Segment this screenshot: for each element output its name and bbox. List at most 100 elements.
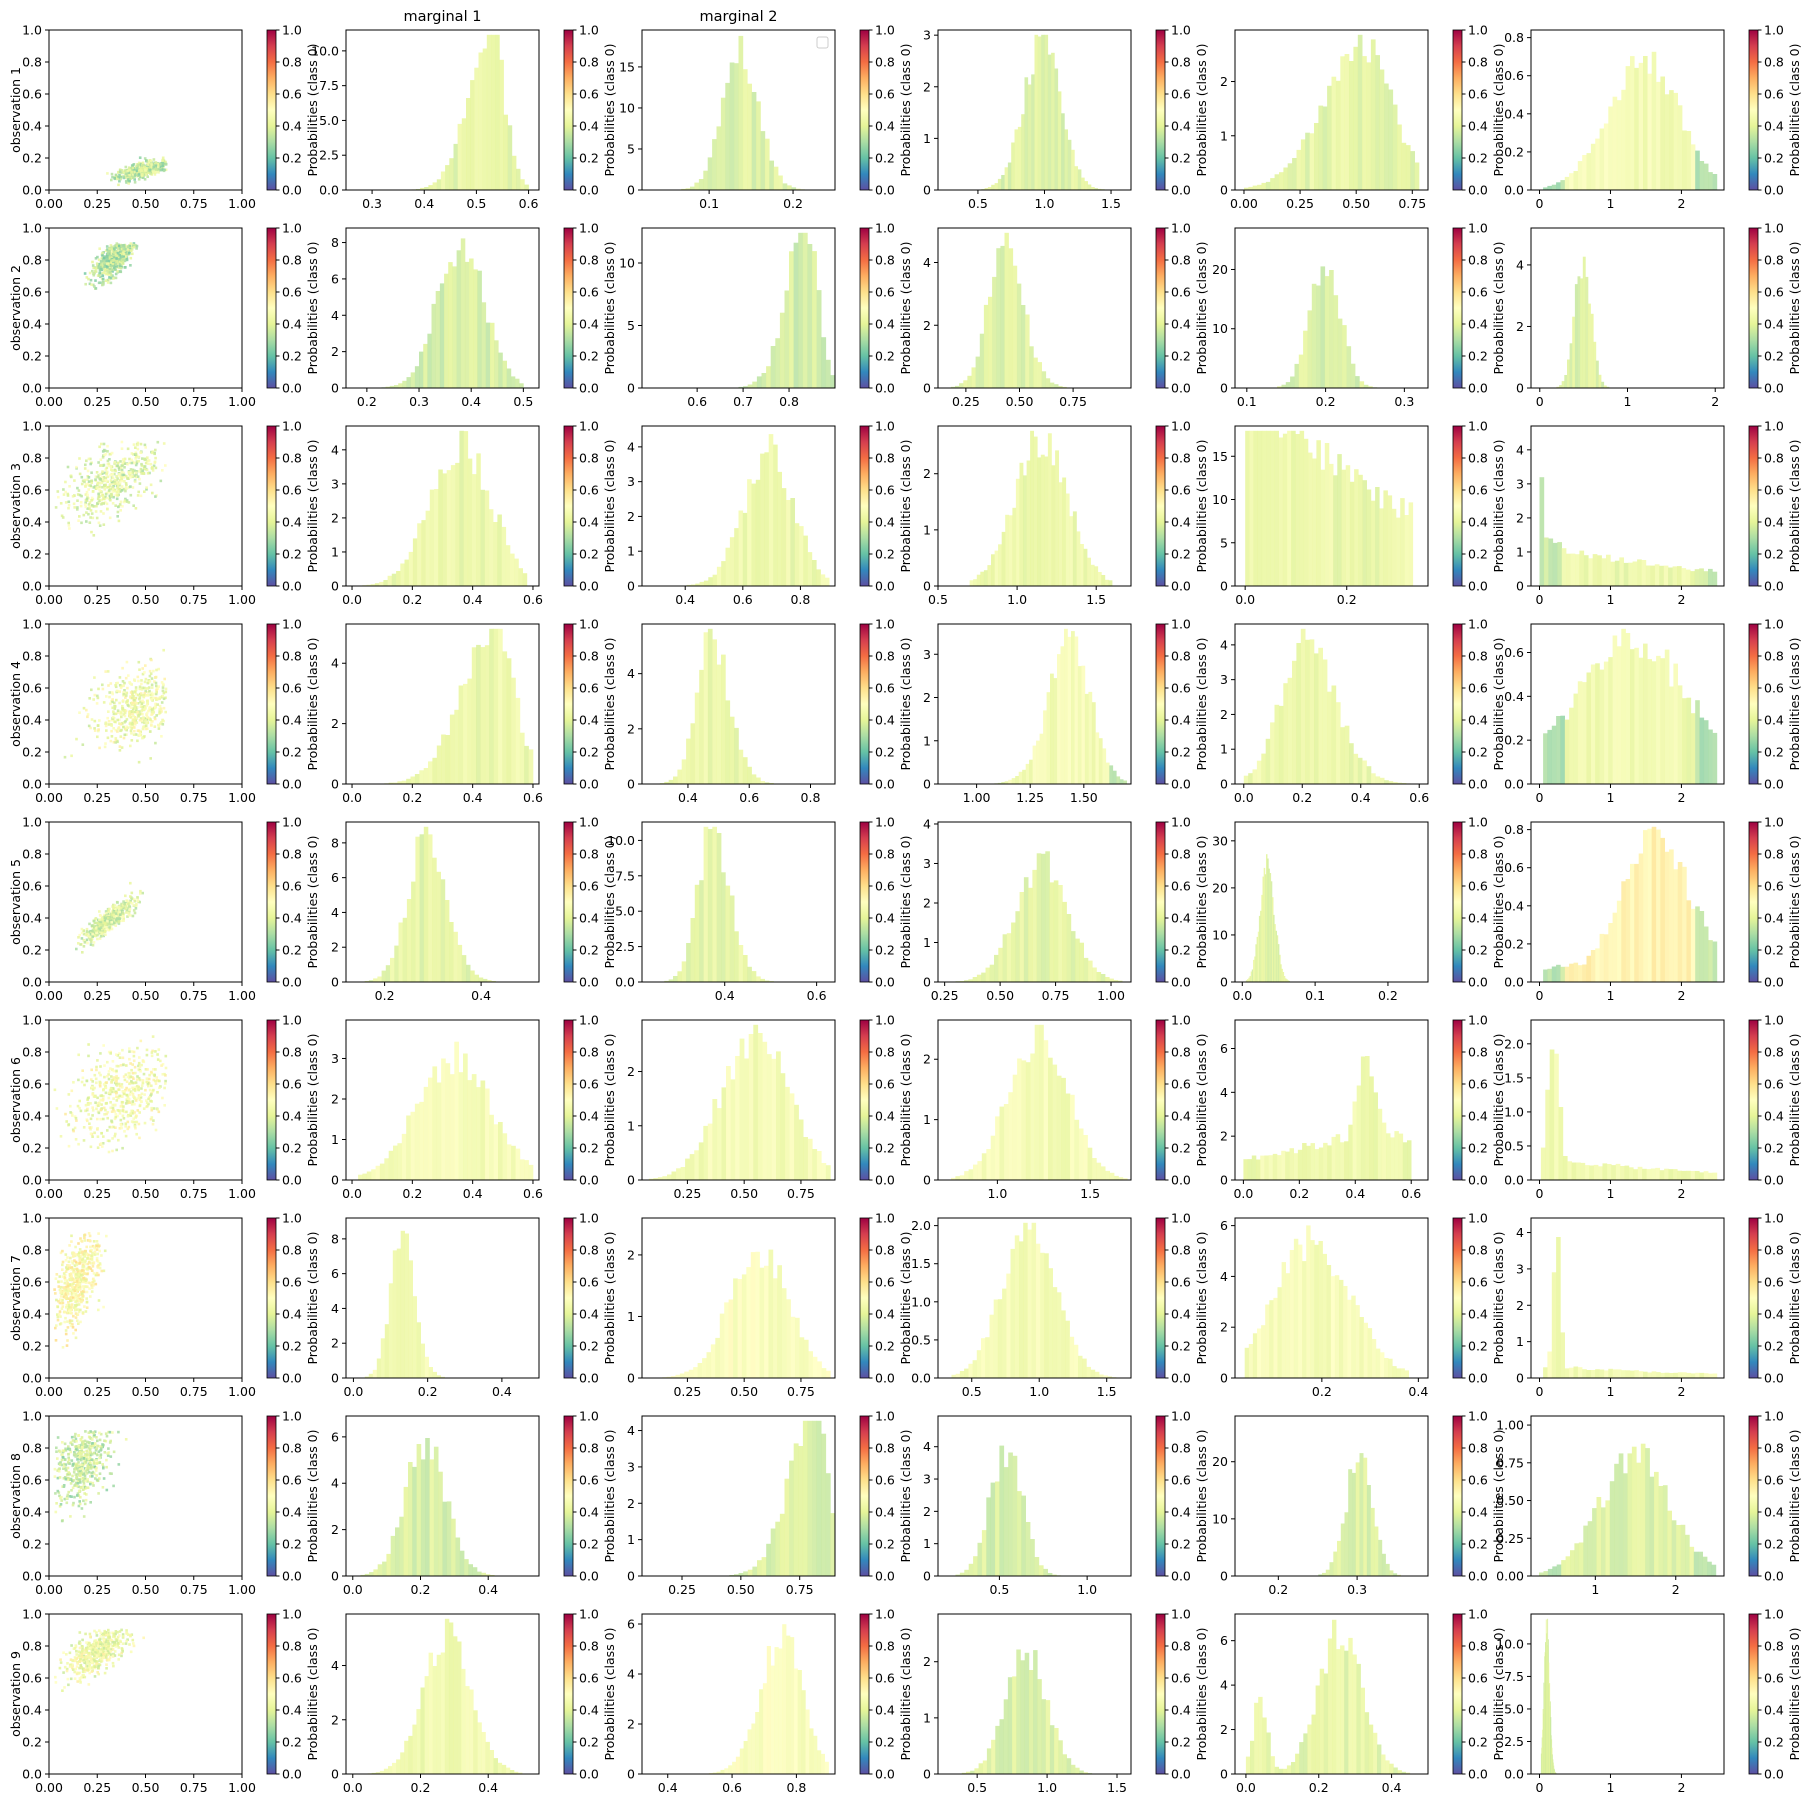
scatter-point (144, 171, 147, 175)
scatter-point (123, 1090, 126, 1093)
colorbar-tick-label: 0.6 (579, 285, 599, 300)
histogram-bar (963, 380, 968, 388)
colorbar-tick-label: 0.2 (1468, 547, 1488, 562)
scatter-point (68, 527, 71, 530)
scatter-point (122, 1117, 126, 1120)
histogram-bar (1000, 245, 1005, 388)
scatter-point (124, 709, 128, 713)
colorbar-tick-label: 0.2 (1764, 745, 1784, 760)
colorbar-tick-label: 0.8 (875, 649, 895, 664)
scatter-point (69, 1104, 72, 1108)
scatter-point (111, 262, 115, 266)
scatter-point (113, 264, 117, 268)
scatter-point (154, 170, 157, 174)
histogram-bar (1119, 779, 1124, 784)
histogram-bar (1577, 965, 1583, 982)
histogram-bar (1643, 643, 1648, 784)
x-tick-label: 0 (1536, 394, 1544, 409)
scatter-point (133, 722, 137, 725)
scatter-point (151, 1049, 154, 1053)
histogram-bar (694, 884, 700, 982)
scatter-point (117, 922, 121, 925)
y-tick-label: 0.0 (1504, 975, 1524, 990)
scatter-point (130, 1068, 133, 1072)
histogram-bar (1647, 659, 1652, 784)
scatter-point (98, 488, 101, 491)
x-tick-label: 0.50 (132, 196, 160, 211)
histogram-bar (791, 187, 797, 190)
scatter-point (137, 161, 141, 165)
scatter-point (113, 1110, 116, 1113)
histogram-bar (515, 697, 521, 784)
scatter-point (125, 733, 128, 736)
histogram-bar (436, 745, 442, 784)
histogram-bar (445, 165, 450, 190)
scatter-point (116, 510, 120, 514)
x-tick-label: 0.7 (733, 394, 753, 409)
histogram-bar (1264, 874, 1267, 982)
scatter-point (130, 739, 134, 742)
histogram-bar (1004, 232, 1009, 388)
scatter-point (120, 169, 124, 172)
scatter-point (79, 943, 82, 946)
scatter-point (97, 474, 100, 477)
histogram-bar (795, 188, 801, 190)
scatter-point (115, 1074, 118, 1078)
histogram-bar (362, 1173, 368, 1180)
histogram-bar (1577, 161, 1583, 190)
x-tick-label: 0.4 (675, 592, 695, 607)
scatter-point (125, 911, 128, 914)
scatter-point (130, 1091, 134, 1094)
scatter-point (108, 1139, 111, 1143)
scatter-point (146, 163, 149, 166)
histogram-bar (384, 1158, 389, 1180)
scatter-point (128, 1047, 131, 1050)
scatter-point (134, 690, 137, 694)
histogram-bar (1601, 381, 1605, 388)
scatter-point (134, 451, 138, 454)
histogram-bar (419, 770, 424, 784)
histogram-bar (694, 692, 700, 784)
scatter-point (87, 476, 91, 479)
scatter-point (140, 1084, 144, 1087)
scatter-point (124, 169, 127, 172)
scatter-point (137, 459, 140, 463)
y-tick-label: 0 (627, 579, 635, 594)
histogram-bar (686, 943, 691, 982)
colorbar-tick-label: 0.0 (282, 975, 302, 990)
histogram-bar (761, 373, 767, 388)
histogram-bar (994, 550, 999, 586)
scatter-point (139, 467, 143, 471)
scatter-point (133, 474, 136, 477)
scatter-point (113, 1078, 117, 1081)
scatter-point (99, 261, 103, 264)
histogram-bar (1002, 934, 1008, 982)
histogram-bar (1112, 770, 1117, 784)
scatter-point (105, 729, 108, 732)
scatter-point (141, 167, 145, 171)
scatter-point (125, 1093, 129, 1097)
scatter-point (86, 1119, 89, 1123)
scatter-point (147, 709, 150, 713)
histogram-bar (419, 351, 424, 388)
scatter-point (128, 461, 132, 465)
scatter-point (98, 265, 102, 268)
histogram-bar (423, 1086, 429, 1180)
histogram-bar (428, 761, 433, 784)
axes-frame (937, 227, 1132, 389)
scatter-point (76, 493, 80, 496)
scatter-point (133, 710, 137, 714)
scatter-point (89, 509, 93, 512)
scatter-point (129, 468, 133, 471)
scatter-point (143, 178, 147, 181)
colorbar-gradient (1155, 29, 1166, 191)
histogram-bar (997, 782, 1002, 784)
scatter-point (122, 1105, 125, 1108)
histogram-bar (1305, 132, 1310, 190)
scatter-point (115, 257, 118, 260)
scatter-point (123, 1130, 126, 1133)
histogram-bar (1621, 881, 1626, 982)
histogram-bar (1283, 976, 1286, 982)
histogram-bar (1638, 657, 1644, 784)
